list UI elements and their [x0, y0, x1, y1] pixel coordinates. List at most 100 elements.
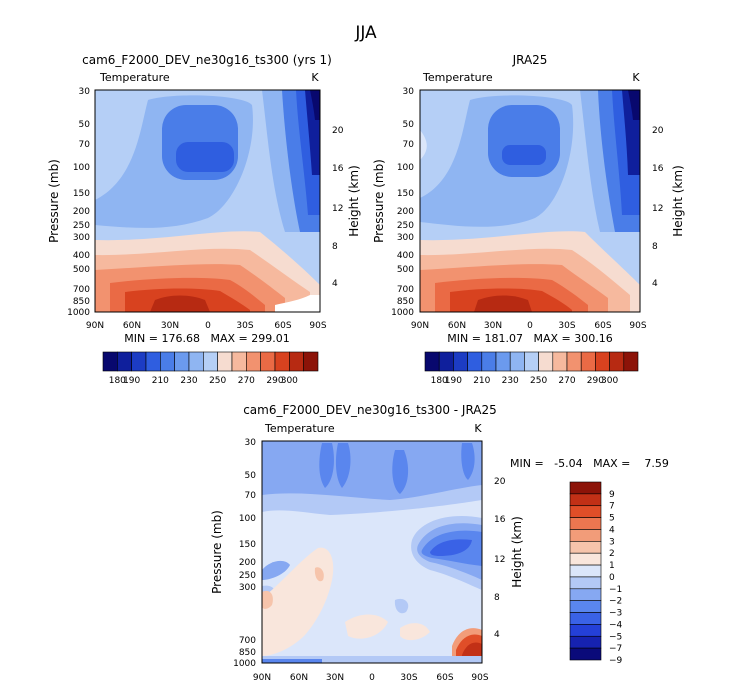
y-tick-label: 700 [73, 285, 90, 295]
panel-diff-y-axis-right: 20 16 12 8 4 [494, 477, 506, 640]
colorbar-tick-label: 4 [609, 525, 615, 535]
colorbar-swatch [274, 351, 290, 372]
y-tick-label: 500 [73, 265, 90, 275]
colorbar-swatch [188, 351, 204, 372]
panel-diff-ylabel: Pressure (mb) [210, 510, 224, 594]
colorbar-swatch [569, 552, 602, 566]
panel-diff-ylabel-right: Height (km) [510, 516, 524, 587]
panel-model-x-axis: 90N 60N 30N 0 30S 60S 90S [86, 321, 327, 331]
height-tick-label: 16 [652, 164, 664, 174]
y-tick-label: 150 [397, 189, 414, 199]
y-tick-label: 850 [239, 648, 256, 658]
colorbar-swatch [131, 351, 147, 372]
colorbar-swatch [569, 647, 602, 661]
panel-diff-variable: Temperature [264, 422, 335, 435]
y-tick-label: 300 [239, 583, 256, 593]
height-tick-label: 4 [332, 279, 338, 289]
colorbar-tick-label: 0 [609, 573, 615, 583]
height-tick-label: 20 [652, 126, 664, 136]
colorbar-tick-label: 250 [530, 376, 547, 386]
x-tick-label: 60S [594, 321, 611, 331]
colorbar-tick-label: −2 [609, 597, 622, 607]
colorbar-tick-label: 210 [473, 376, 490, 386]
panel-model: cam6_F2000_DEV_ne30g16_ts300 (yrs 1) Tem… [47, 53, 361, 386]
colorbar-swatch [623, 351, 639, 372]
y-tick-label: 1000 [391, 308, 414, 318]
colorbar-swatch [569, 493, 602, 507]
colorbar-tick-label: 270 [558, 376, 575, 386]
colorbar-swatch [569, 624, 602, 637]
panel-model-variable: Temperature [99, 71, 170, 84]
x-tick-label: 90N [253, 673, 271, 683]
colorbar-tick-label: 5 [609, 514, 615, 524]
colorbar-swatch [609, 351, 625, 372]
y-tick-label: 70 [403, 140, 415, 150]
y-tick-label: 300 [397, 233, 414, 243]
panel-model-contours [95, 90, 320, 312]
panel-obs-variable: Temperature [422, 71, 493, 84]
colorbar-swatch [438, 351, 454, 372]
colorbar-swatch [569, 564, 602, 578]
colorbar-swatch [481, 351, 497, 372]
colorbar-swatch [569, 588, 602, 601]
panel-diff-units: K [474, 422, 482, 435]
y-tick-label: 200 [239, 558, 256, 568]
panel-model-minmax: MIN = 176.68 MAX = 299.01 [124, 332, 289, 345]
panel-obs-y-axis: 30 50 70 100 150 200 250 300 400 500 700… [391, 87, 414, 318]
colorbar-tick-label: 9 [609, 490, 615, 500]
colorbar-tick-label: 300 [281, 376, 298, 386]
height-tick-label: 20 [332, 126, 344, 136]
colorbar-tick-label: 230 [180, 376, 197, 386]
colorbar-tick-label: −7 [609, 644, 622, 654]
colorbar-swatch [424, 351, 440, 372]
colorbar-swatch [453, 351, 468, 372]
colorbar-swatch [552, 351, 568, 372]
colorbar-swatch [569, 541, 602, 554]
panel-model-y-axis: 30 50 70 100 150 200 250 300 400 500 700… [67, 87, 90, 318]
y-tick-label: 70 [79, 140, 91, 150]
colorbar-tick-label: 1 [609, 561, 615, 571]
x-tick-label: 60N [448, 321, 466, 331]
x-tick-label: 60S [274, 321, 291, 331]
panel-diff-x-axis: 90N 60N 30N 0 30S 60S 90S [253, 673, 489, 683]
y-tick-label: 70 [245, 491, 257, 501]
colorbar-swatch [569, 481, 602, 495]
colorbar-tick-label: 180 [431, 376, 448, 386]
colorbar-tick-label: 7 [609, 502, 615, 512]
colorbar-tick-label: 210 [152, 376, 169, 386]
colorbar-swatch [538, 351, 554, 372]
colorbar-swatch [203, 351, 218, 372]
x-tick-label: 60N [123, 321, 141, 331]
colorbar-tick-label: 250 [209, 376, 226, 386]
colorbar-swatch [260, 351, 276, 372]
panel-diff-contours [262, 441, 482, 663]
colorbar-tick-label: 290 [587, 376, 604, 386]
y-tick-label: 850 [397, 297, 414, 307]
y-tick-label: 400 [397, 251, 414, 261]
panel-obs-title: JRA25 [512, 53, 548, 67]
height-tick-label: 8 [332, 242, 338, 252]
panel-model-ylabel: Pressure (mb) [47, 159, 61, 243]
colorbar-swatch [289, 351, 304, 372]
x-tick-label: 30N [161, 321, 179, 331]
panel-obs-x-axis: 90N 60N 30N 0 30S 60S 90S [411, 321, 647, 331]
y-tick-label: 150 [239, 540, 256, 550]
x-tick-label: 0 [369, 673, 375, 683]
x-tick-label: 0 [205, 321, 211, 331]
x-tick-label: 0 [527, 321, 533, 331]
height-tick-label: 12 [652, 204, 663, 214]
y-tick-label: 250 [397, 221, 414, 231]
colorbar-tick-label: −9 [609, 656, 623, 666]
y-tick-label: 400 [73, 251, 90, 261]
y-tick-label: 100 [73, 163, 90, 173]
colorbar-swatch [160, 351, 175, 372]
panel-diff-title: cam6_F2000_DEV_ne30g16_ts300 - JRA25 [243, 403, 497, 417]
x-tick-label: 60N [290, 673, 308, 683]
y-tick-label: 30 [403, 87, 415, 97]
colorbar-swatch [524, 351, 539, 372]
colorbar-tick-label: 190 [445, 376, 462, 386]
panel-obs-ylabel-right: Height (km) [671, 165, 685, 236]
